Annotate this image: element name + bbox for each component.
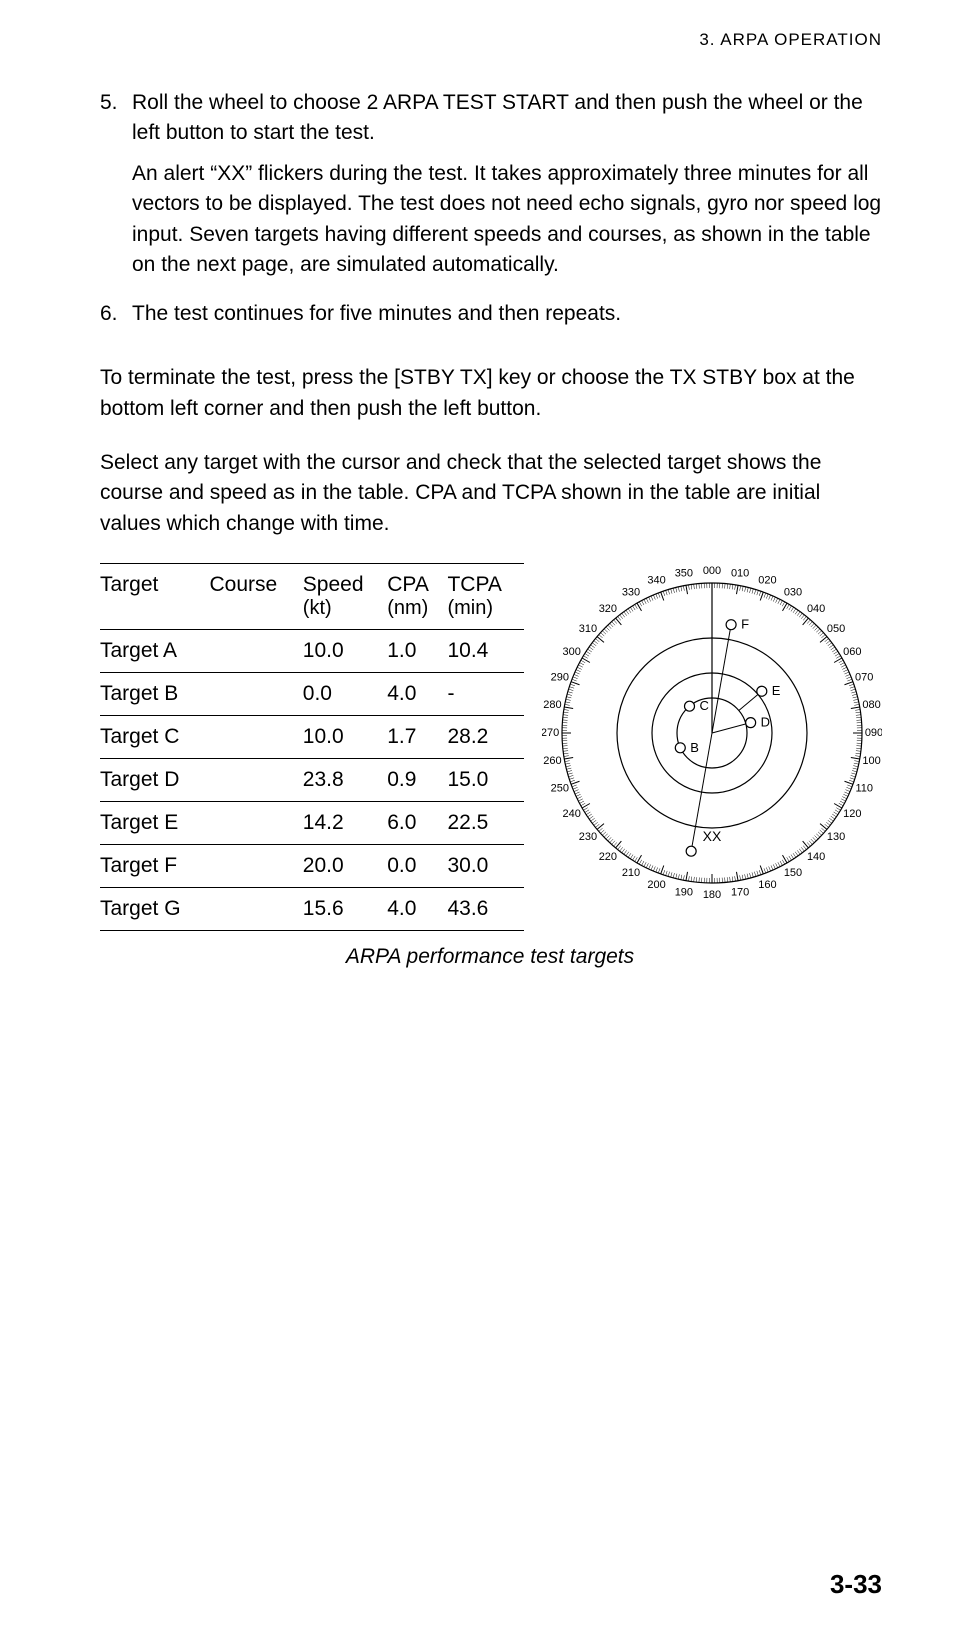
svg-text:110: 110 [855,783,873,795]
svg-text:080: 080 [862,699,880,711]
svg-text:300: 300 [563,646,581,658]
page-header: 3. ARPA OPERATION [100,30,882,50]
table-row: Target D23.80.915.0 [100,759,524,802]
svg-text:150: 150 [784,867,802,879]
svg-text:170: 170 [731,887,749,899]
svg-text:060: 060 [843,646,861,658]
svg-text:200: 200 [647,879,665,891]
svg-text:340: 340 [647,575,665,587]
svg-text:190: 190 [675,887,693,899]
svg-text:D: D [761,715,770,730]
svg-text:330: 330 [622,587,640,599]
svg-text:240: 240 [563,808,581,820]
table-row: Target F20.00.030.0 [100,845,524,888]
col-target: Target [100,564,210,630]
compass-diagram: 000 010 020 030 040050 060 070 080 090 100 110 120 1… [542,563,882,908]
svg-text:020: 020 [758,575,776,587]
table-row: Target E14.26.022.5 [100,802,524,845]
step-5: 5. Roll the wheel to choose 2 ARPA TEST … [100,88,882,291]
svg-text:130: 130 [827,831,845,843]
svg-text:250: 250 [551,783,569,795]
svg-text:310: 310 [579,623,597,635]
svg-text:230: 230 [579,831,597,843]
targets-table: Target Course Speed(kt) CPA(nm) TCPA(min… [100,563,524,931]
svg-text:F: F [741,617,749,632]
svg-text:280: 280 [543,699,561,711]
svg-text:180: 180 [703,889,721,901]
svg-text:090: 090 [865,727,882,739]
svg-text:B: B [690,740,699,755]
svg-text:C: C [700,698,709,713]
terminate-paragraph: To terminate the test, press the [STBY T… [100,363,882,424]
svg-text:100: 100 [862,755,880,767]
svg-text:030: 030 [784,587,802,599]
svg-text:220: 220 [599,851,617,863]
svg-text:E: E [772,683,781,698]
svg-text:210: 210 [622,867,640,879]
page-number: 3-33 [830,1569,882,1600]
table-row: Target A10.01.010.4 [100,630,524,673]
svg-text:350: 350 [675,568,693,580]
svg-text:050: 050 [827,623,845,635]
svg-text:270: 270 [542,727,559,739]
col-tcpa: TCPA(min) [447,564,524,630]
table-row: Target B0.04.0- [100,673,524,716]
col-speed: Speed(kt) [303,564,387,630]
select-paragraph: Select any target with the cursor and ch… [100,448,882,539]
col-cpa: CPA(nm) [387,564,447,630]
svg-text:160: 160 [758,879,776,891]
svg-text:070: 070 [855,672,873,684]
svg-text:140: 140 [807,851,825,863]
figure-caption: ARPA performance test targets [100,945,880,969]
svg-text:260: 260 [543,755,561,767]
col-course: Course [210,564,303,630]
svg-text:010: 010 [731,568,749,580]
svg-text:290: 290 [551,672,569,684]
svg-text:000: 000 [703,565,721,577]
svg-text:040: 040 [807,603,825,615]
svg-text:120: 120 [843,808,861,820]
svg-text:XX: XX [703,828,722,844]
table-row: Target C10.01.728.2 [100,716,524,759]
svg-text:320: 320 [599,603,617,615]
step-6: 6. The test continues for five minutes a… [100,299,882,339]
table-row: Target G15.64.043.6 [100,888,524,931]
